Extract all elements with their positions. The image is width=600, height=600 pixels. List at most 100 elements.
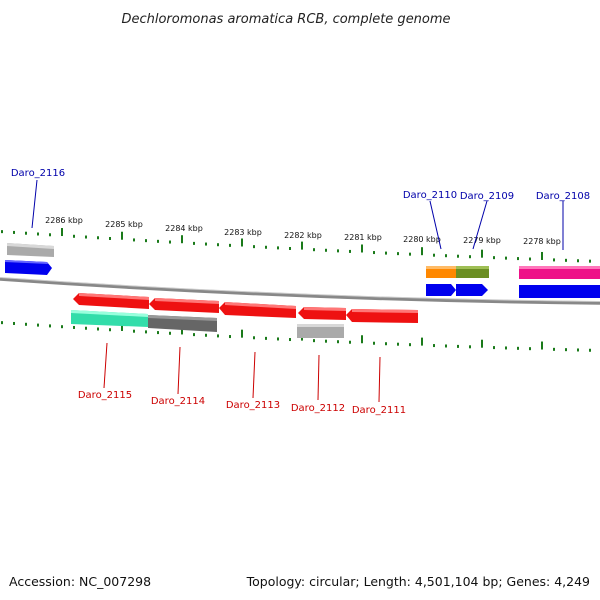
- forward-leader-lines: [31, 179, 564, 250]
- major-tick: [301, 241, 303, 250]
- scale-label: 2281 kbp: [344, 233, 382, 242]
- scale-label: 2286 kbp: [45, 216, 83, 225]
- gene-bar-blue[interactable]: [519, 285, 600, 298]
- minor-tick: [577, 259, 579, 263]
- minor-tick: [385, 251, 387, 255]
- minor-tick: [97, 236, 99, 240]
- gene-label[interactable]: Daro_2112: [291, 403, 345, 414]
- minor-tick: [469, 345, 471, 349]
- minor-tick: [397, 252, 399, 256]
- minor-tick: [553, 258, 555, 262]
- minor-tick: [565, 348, 567, 352]
- minor-tick: [409, 343, 411, 347]
- reverse-gene-labels: Daro_2115 Daro_2114 Daro_2113 Daro_2112 …: [78, 390, 406, 416]
- minor-tick: [565, 258, 567, 262]
- minor-tick: [517, 257, 519, 261]
- minor-tick: [97, 327, 99, 331]
- forward-gene-labels: Daro_2116 Daro_2110 Daro_2109 Daro_2108: [11, 168, 590, 202]
- scale-label: 2285 kbp: [105, 220, 143, 229]
- gene-label[interactable]: Daro_2111: [352, 405, 406, 416]
- gene-label[interactable]: Daro_2114: [151, 396, 205, 407]
- minor-tick: [1, 230, 3, 234]
- minor-tick: [325, 339, 327, 343]
- minor-tick: [37, 323, 39, 327]
- minor-tick: [337, 249, 339, 253]
- gene-label[interactable]: Daro_2115: [78, 390, 132, 401]
- minor-tick: [85, 326, 87, 330]
- minor-tick: [169, 331, 171, 335]
- forward-strand-genes: [5, 243, 600, 298]
- minor-tick: [133, 238, 135, 242]
- minor-tick: [193, 333, 195, 337]
- minor-tick: [445, 344, 447, 348]
- minor-tick: [313, 339, 315, 343]
- minor-tick: [157, 239, 159, 243]
- minor-tick: [529, 347, 531, 351]
- major-tick: [421, 247, 423, 256]
- minor-tick: [157, 331, 159, 335]
- major-tick: [121, 231, 123, 240]
- genome-backbone: [0, 277, 600, 305]
- reverse-leader-lines: [103, 342, 381, 403]
- minor-tick: [577, 348, 579, 352]
- major-tick: [121, 322, 123, 331]
- minor-tick: [133, 329, 135, 333]
- gene-bar-pink[interactable]: [519, 266, 600, 279]
- minor-tick: [61, 325, 63, 329]
- upper-scale-ruler: [1, 228, 591, 263]
- minor-tick: [457, 344, 459, 348]
- minor-tick: [265, 245, 267, 249]
- scale-label: 2278 kbp: [523, 237, 561, 246]
- gene-bar-gray[interactable]: [297, 324, 344, 338]
- gene-label[interactable]: Daro_2109: [460, 191, 514, 202]
- genome-backbone-highlight: [0, 277, 600, 302]
- gene-arrow-blue[interactable]: [456, 284, 488, 296]
- minor-tick: [469, 255, 471, 259]
- minor-tick: [253, 336, 255, 340]
- minor-tick: [373, 251, 375, 255]
- minor-tick: [49, 324, 51, 328]
- major-tick: [241, 238, 243, 247]
- gene-label[interactable]: Daro_2113: [226, 400, 280, 411]
- minor-tick: [25, 322, 27, 326]
- gene-arrow-blue[interactable]: [5, 260, 52, 275]
- minor-tick: [85, 235, 87, 239]
- scale-label: 2282 kbp: [284, 231, 322, 240]
- scale-labels: 2286 kbp 2285 kbp 2284 kbp 2283 kbp 2282…: [45, 216, 561, 246]
- major-tick: [61, 228, 63, 237]
- minor-tick: [109, 328, 111, 332]
- scale-label: 2280 kbp: [403, 235, 441, 244]
- minor-tick: [109, 236, 111, 240]
- minor-tick: [253, 245, 255, 249]
- gene-label[interactable]: Daro_2116: [11, 168, 65, 179]
- major-tick: [361, 335, 363, 344]
- minor-tick: [313, 248, 315, 252]
- minor-tick: [493, 346, 495, 350]
- minor-tick: [433, 253, 435, 257]
- minor-tick: [289, 338, 291, 342]
- gene-arrow-blue[interactable]: [426, 284, 456, 296]
- minor-tick: [205, 242, 207, 246]
- major-tick: [181, 235, 183, 244]
- minor-tick: [217, 243, 219, 247]
- minor-tick: [409, 252, 411, 256]
- minor-tick: [505, 256, 507, 260]
- minor-tick: [229, 243, 231, 247]
- minor-tick: [145, 330, 147, 334]
- gene-label[interactable]: Daro_2110: [403, 190, 457, 201]
- minor-tick: [205, 333, 207, 337]
- minor-tick: [445, 254, 447, 258]
- minor-tick: [145, 239, 147, 243]
- scale-label: 2284 kbp: [165, 224, 203, 233]
- minor-tick: [553, 347, 555, 351]
- minor-tick: [325, 248, 327, 252]
- major-tick: [241, 329, 243, 338]
- major-tick: [361, 244, 363, 253]
- minor-tick: [517, 346, 519, 350]
- accession-text: Accession: NC_007298: [9, 574, 151, 589]
- major-tick: [481, 339, 483, 348]
- minor-tick: [589, 348, 591, 352]
- gene-label[interactable]: Daro_2108: [536, 191, 590, 202]
- minor-tick: [397, 342, 399, 346]
